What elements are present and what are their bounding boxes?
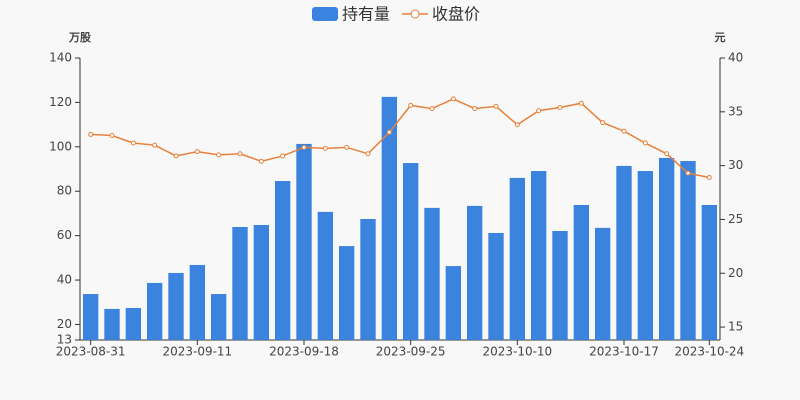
line-point [386,129,392,135]
bar [210,294,227,340]
bar [82,294,99,340]
bar [381,96,398,340]
bar [189,264,206,340]
bar [658,157,675,340]
bar [530,171,547,340]
bar [637,171,654,340]
x-tick-label: 2023-09-25 [376,345,446,359]
x-tick-label: 2023-08-31 [56,345,126,359]
line-point [280,153,286,159]
line-point [536,108,542,114]
line-point [408,102,414,108]
x-tick-label: 2023-10-10 [482,345,552,359]
y-tick-label: 40 [57,273,72,287]
x-tick-label: 2023-09-11 [162,345,232,359]
legend-swatch [312,7,338,21]
bar [680,161,696,340]
line-point [322,145,328,151]
line-point [429,106,435,112]
line-point [664,151,670,157]
line-point [450,96,456,102]
line-point [706,174,712,180]
bar [445,266,462,340]
line [90,98,710,179]
line-point [109,132,115,138]
bar [594,227,611,340]
bar [253,224,270,340]
line-point [173,153,179,159]
legend-label: 收盘价 [432,5,480,24]
line-point [194,149,200,155]
line-point [621,128,627,134]
bar [424,207,440,340]
y2-tick-label: 40 [728,51,743,65]
y2-tick-label: 15 [728,320,743,334]
bar [274,181,291,340]
line-point [685,170,691,176]
line-point [301,144,307,150]
bar [146,282,163,340]
y-axis-name: 万股 [68,31,92,44]
bar [168,272,184,340]
line-point [557,105,563,111]
bar [616,165,632,340]
line-point [472,106,478,112]
y2-tick-label: 20 [728,266,743,280]
bar [317,211,334,340]
bar [402,163,419,340]
bar [125,308,142,340]
bar [488,232,504,340]
x-tick-label: 2023-09-18 [269,345,339,359]
line-point [493,103,499,109]
bar [104,308,120,340]
line-point [216,152,222,158]
x-tick-label: 2023-10-24 [674,345,744,359]
line-point [258,158,264,164]
legend-label: 持有量 [342,5,390,24]
y2-axis-name: 元 [715,31,726,44]
y-tick-label: 120 [49,95,72,109]
bar [509,177,526,340]
bar [360,218,376,340]
line-point [600,120,606,126]
bar [338,246,355,340]
bar [573,204,590,340]
line-point [578,100,584,106]
line-point [344,144,350,150]
y-tick-label: 100 [49,139,72,153]
bar [296,143,312,340]
line-point [237,151,243,157]
y2-tick-label: 25 [728,212,743,226]
line-point [130,140,136,146]
x-tick-label: 2023-10-17 [589,345,659,359]
line-point [642,140,648,146]
line-point [152,142,158,148]
y-tick-label: 80 [57,184,72,198]
bar [552,230,568,340]
line-point [514,122,520,128]
legend-swatch-point [410,9,420,19]
y2-tick-label: 30 [728,158,743,172]
y-tick-label: 13 [57,333,72,347]
y2-tick-label: 35 [728,104,743,118]
y-tick-label: 60 [57,228,72,242]
bar [466,205,483,340]
y-tick-label: 140 [49,51,72,65]
line-point [365,151,371,157]
line-point [88,131,94,137]
bar [232,226,248,340]
y-tick-label: 20 [57,317,72,331]
bar [701,204,718,340]
